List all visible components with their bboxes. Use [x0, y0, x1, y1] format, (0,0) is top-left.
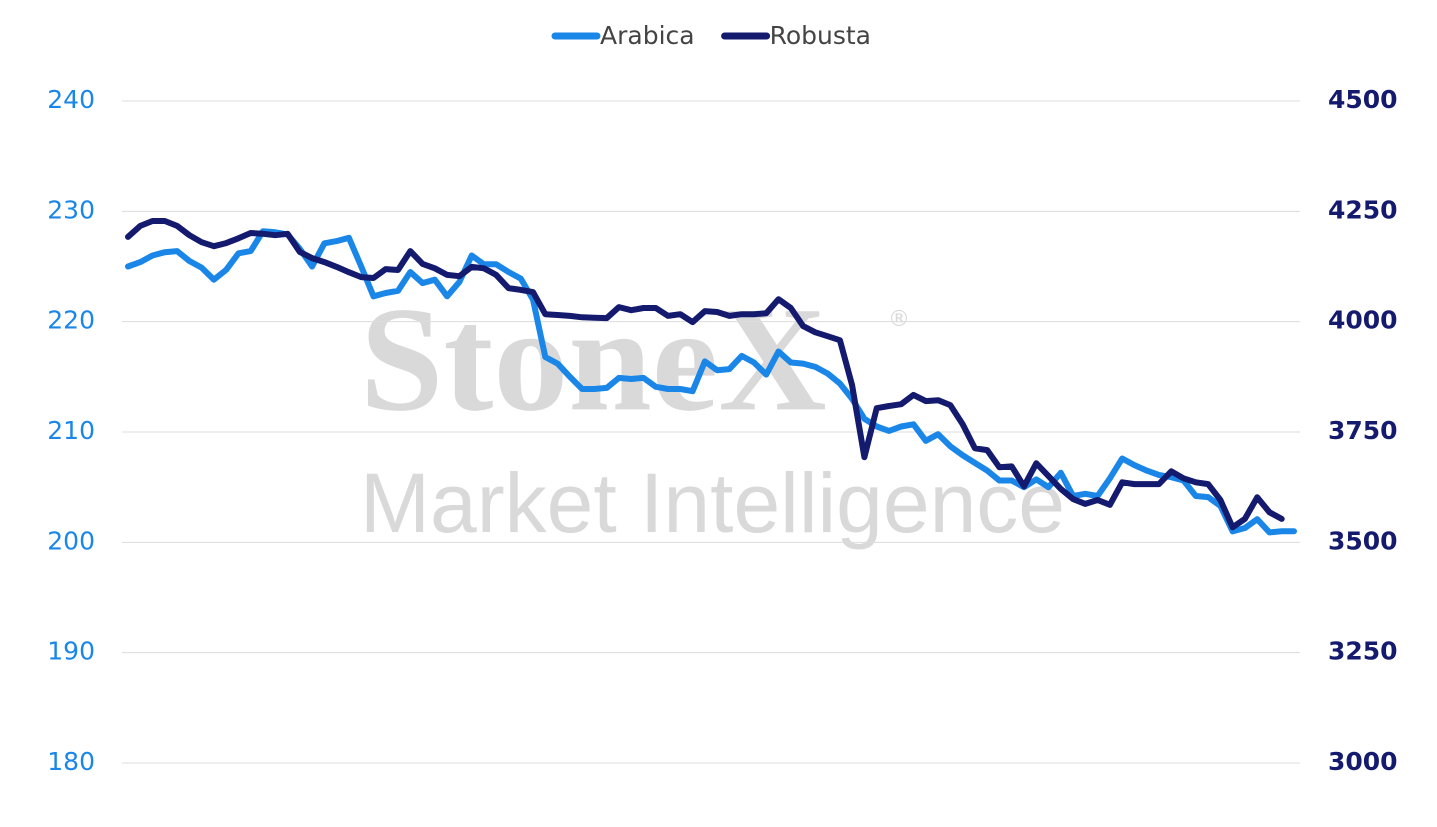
y-tick-label: 240	[47, 85, 95, 114]
legend-label: Arabica	[600, 21, 695, 50]
watermark-subtitle: Market Intelligence	[360, 456, 1065, 550]
y-tick-label: 230	[47, 195, 95, 224]
legend-label: Robusta	[770, 21, 871, 50]
y-tick-label: 220	[47, 306, 95, 335]
y-tick-label: 180	[47, 747, 95, 776]
y2-tick-label: 4250	[1328, 195, 1398, 224]
watermark-brand: StoneX	[360, 276, 827, 442]
watermark-mark: ®	[888, 307, 910, 332]
y-tick-label: 210	[47, 416, 95, 445]
y2-tick-label: 3500	[1328, 526, 1398, 555]
y2-tick-label: 3000	[1328, 747, 1398, 776]
y2-tick-label: 3250	[1328, 637, 1398, 666]
data-line	[125, 228, 1297, 536]
y2-tick-label: 4000	[1328, 306, 1398, 335]
y-tick-label: 190	[47, 637, 95, 666]
y2-tick-label: 4500	[1328, 85, 1398, 114]
y-tick-label: 200	[47, 526, 95, 555]
data-line	[125, 218, 1285, 531]
y2-tick-label: 3750	[1328, 416, 1398, 445]
